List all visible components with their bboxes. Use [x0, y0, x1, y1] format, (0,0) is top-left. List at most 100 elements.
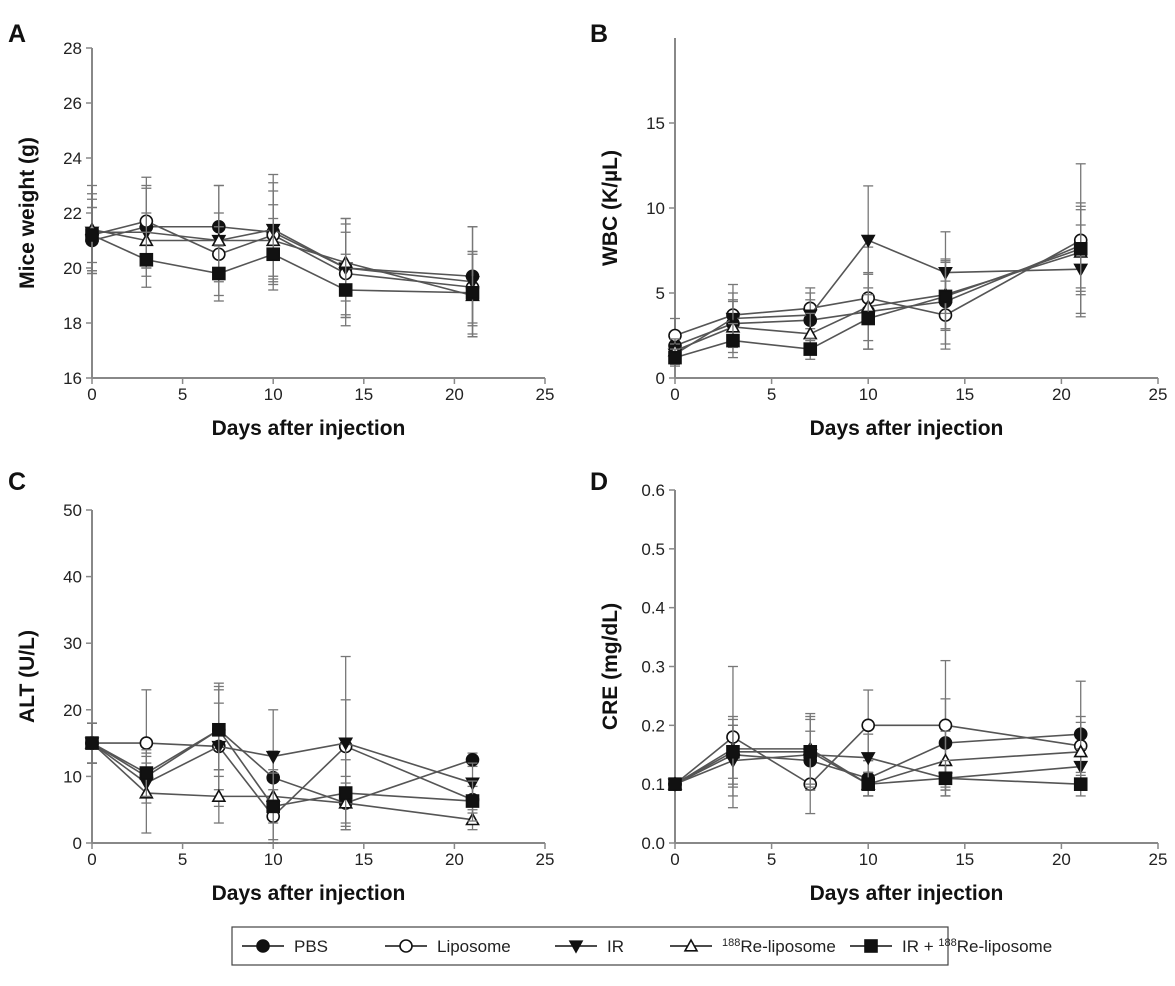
x-tick-label: 20 — [1052, 850, 1071, 869]
data-point — [860, 234, 876, 248]
x-tick-label: 25 — [536, 385, 555, 404]
series-line — [674, 248, 1081, 359]
y-tick-label: 28 — [63, 39, 82, 58]
x-tick-label: 15 — [955, 385, 974, 404]
panel-d: D 0.0 0.1 0.2 0.3 0.4 0.5 0.6 0 5 10 15 20 25 Days aft… — [590, 468, 1167, 905]
data-point — [860, 752, 876, 766]
series-line — [91, 728, 473, 808]
y-tick-label: 15 — [646, 114, 665, 133]
data-point — [212, 266, 226, 281]
x-tick-label: 25 — [1149, 385, 1168, 404]
y-tick-label: 40 — [63, 568, 82, 587]
x-tick-label: 0 — [670, 385, 679, 404]
y-tick-label: 16 — [63, 369, 82, 388]
x-tick-label: 25 — [1149, 850, 1168, 869]
series-square — [668, 715, 1088, 797]
x-tick-label: 10 — [264, 385, 283, 404]
x-axis-title: Days after injection — [810, 417, 1004, 440]
series-line — [92, 228, 473, 283]
panel-letter: C — [8, 468, 26, 496]
data-point — [726, 333, 740, 348]
data-point — [1073, 777, 1088, 791]
data-point — [803, 745, 818, 759]
legend: PBS Liposome IR 188Re-liposome IR + 188Re-li… — [231, 926, 1052, 966]
x-tick-label: 15 — [354, 385, 373, 404]
series-line — [91, 234, 473, 294]
series-line — [91, 742, 473, 821]
series-line — [674, 251, 1081, 352]
series-line — [674, 239, 1081, 355]
y-tick-label: 5 — [656, 284, 665, 303]
series-line — [92, 742, 473, 818]
y-tick-label: 20 — [63, 701, 82, 720]
data-point — [1073, 744, 1089, 758]
series-line — [674, 751, 1081, 785]
y-tick-label: 30 — [63, 634, 82, 653]
data-point — [139, 736, 154, 750]
x-tick-label: 25 — [536, 850, 555, 869]
x-tick-label: 5 — [178, 850, 187, 869]
x-tick-label: 10 — [264, 850, 283, 869]
series-square — [668, 205, 1088, 367]
y-tick-label: 0.3 — [641, 658, 665, 677]
x-tick-label: 5 — [767, 850, 776, 869]
x-axis-title: Days after injection — [810, 882, 1004, 905]
y-tick-label: 22 — [63, 204, 82, 223]
x-tick-label: 0 — [670, 850, 679, 869]
x-tick-label: 0 — [87, 385, 96, 404]
data-point — [861, 777, 876, 791]
series-line — [674, 753, 1081, 785]
x-tick-label: 0 — [87, 850, 96, 869]
panel-c: C 0 10 20 30 40 50 0 5 10 15 20 25 Days after injecti… — [8, 468, 554, 905]
y-tick-label: 0.5 — [641, 540, 665, 559]
series-line — [91, 220, 473, 289]
legend-label: 188Re-liposome — [722, 937, 836, 956]
data-point — [85, 736, 99, 750]
series-circle — [85, 176, 480, 324]
data-point — [938, 289, 953, 304]
data-point — [938, 718, 953, 733]
x-tick-label: 5 — [767, 385, 776, 404]
series-line — [91, 225, 473, 278]
data-point — [211, 232, 227, 247]
x-tick-label: 5 — [178, 385, 187, 404]
data-point — [668, 350, 682, 365]
data-point — [266, 247, 281, 262]
x-tick-label: 10 — [859, 850, 878, 869]
data-point — [266, 799, 281, 814]
series-line — [674, 724, 1081, 786]
legend-label: PBS — [294, 937, 328, 956]
series-line — [91, 742, 473, 784]
x-tick-label: 20 — [1052, 385, 1071, 404]
x-axis-title: Days after injection — [212, 417, 406, 440]
data-point — [668, 777, 682, 791]
x-tick-label: 20 — [445, 385, 464, 404]
x-tick-label: 10 — [859, 385, 878, 404]
y-tick-label: 18 — [63, 314, 82, 333]
panel-letter: A — [8, 20, 26, 48]
y-tick-label: 0.1 — [641, 775, 665, 794]
data-point — [465, 285, 480, 300]
y-axis-title: WBC (K/µL) — [599, 150, 622, 266]
data-point — [465, 794, 480, 808]
x-tick-label: 15 — [354, 850, 373, 869]
series-line — [674, 733, 1081, 785]
data-point — [338, 737, 354, 751]
legend-marker — [399, 939, 413, 953]
data-point — [139, 766, 154, 780]
panel-letter: B — [590, 20, 608, 48]
data-point — [938, 771, 953, 786]
y-tick-label: 50 — [63, 501, 82, 520]
series-line — [674, 239, 1082, 337]
legend-marker — [683, 938, 699, 952]
y-tick-label: 20 — [63, 259, 82, 278]
panel-letter: D — [590, 468, 608, 496]
data-point — [861, 718, 876, 733]
data-point — [803, 342, 818, 356]
panels-layer: A 16 18 20 22 24 26 28 0 5 10 15 20 25 Days after inje… — [8, 20, 1167, 905]
data-point — [338, 283, 353, 297]
y-axis-title: CRE (mg/dL) — [599, 603, 622, 730]
data-point — [1073, 242, 1088, 256]
y-axis-title: ALT (U/L) — [16, 630, 39, 723]
panel-a: A 16 18 20 22 24 26 28 0 5 10 15 20 25 Days after inje… — [8, 20, 554, 440]
